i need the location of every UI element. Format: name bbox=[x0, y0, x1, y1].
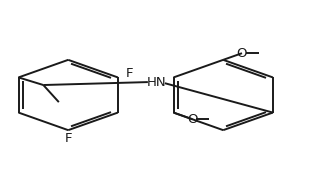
Text: HN: HN bbox=[147, 76, 166, 89]
Text: O: O bbox=[187, 113, 197, 126]
Text: F: F bbox=[64, 132, 72, 145]
Text: F: F bbox=[125, 67, 133, 80]
Text: O: O bbox=[237, 47, 247, 60]
